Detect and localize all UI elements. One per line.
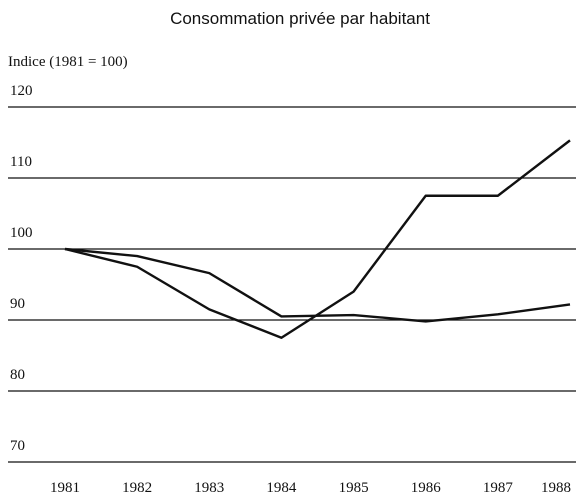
x-tick-label: 1985 <box>339 480 369 496</box>
x-tick-label: 1983 <box>194 480 224 496</box>
x-tick-label: 1984 <box>266 480 297 496</box>
x-tick-label: 1987 <box>483 480 514 496</box>
line <box>64 247 571 323</box>
y-tick-label: 110 <box>10 154 32 170</box>
x-tick-label: 1982 <box>122 480 152 496</box>
y-tick-label: 100 <box>10 225 33 241</box>
y-tick-label: 120 <box>10 83 33 99</box>
y-axis-label: Indice (1981 = 100) <box>8 54 128 70</box>
y-tick-label: 90 <box>10 296 25 312</box>
x-tick-label: 1986 <box>411 480 442 496</box>
chart-title: Consommation privée par habitant <box>170 9 430 28</box>
x-tick-label: 1988 <box>541 480 571 496</box>
line <box>64 139 571 339</box>
y-tick-label: 70 <box>10 438 25 454</box>
y-tick-label: 80 <box>10 367 25 383</box>
x-tick-label: 1981 <box>50 480 80 496</box>
